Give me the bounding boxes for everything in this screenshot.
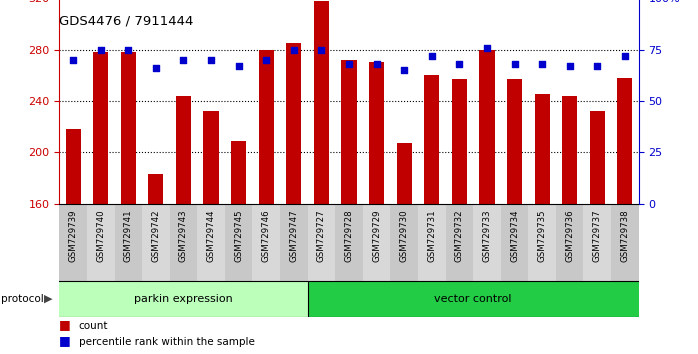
Point xyxy=(592,63,603,69)
Bar xyxy=(59,204,87,281)
Bar xyxy=(507,79,522,204)
Text: percentile rank within the sample: percentile rank within the sample xyxy=(79,337,255,347)
Text: GSM729739: GSM729739 xyxy=(68,210,77,262)
Text: count: count xyxy=(79,321,108,331)
Bar xyxy=(396,143,412,204)
Point xyxy=(564,63,575,69)
Bar xyxy=(93,52,108,204)
Text: GSM729728: GSM729728 xyxy=(345,210,353,262)
Point xyxy=(205,57,216,63)
Point xyxy=(537,61,548,67)
Bar xyxy=(418,204,445,281)
Bar xyxy=(369,62,384,204)
Bar xyxy=(341,60,357,204)
Point xyxy=(619,53,630,58)
Text: protocol: protocol xyxy=(1,294,43,304)
Point xyxy=(233,63,244,69)
Text: GSM729743: GSM729743 xyxy=(179,210,188,262)
Text: GSM729736: GSM729736 xyxy=(565,210,574,262)
Bar xyxy=(314,1,329,204)
Bar xyxy=(528,204,556,281)
Bar xyxy=(611,204,639,281)
Bar xyxy=(500,204,528,281)
Bar xyxy=(562,96,577,204)
Text: GSM729730: GSM729730 xyxy=(400,210,408,262)
Text: GSM729737: GSM729737 xyxy=(593,210,602,262)
Text: GSM729729: GSM729729 xyxy=(372,210,381,262)
Point xyxy=(509,61,520,67)
Bar xyxy=(59,281,308,317)
Bar xyxy=(259,50,274,204)
Text: GSM729733: GSM729733 xyxy=(482,210,491,262)
Bar xyxy=(480,50,494,204)
Bar xyxy=(231,141,246,204)
Point xyxy=(150,65,161,71)
Bar xyxy=(617,78,632,204)
Bar xyxy=(473,204,500,281)
Bar xyxy=(204,111,218,204)
Point xyxy=(371,61,383,67)
Point xyxy=(288,47,299,52)
Bar xyxy=(176,96,191,204)
Text: GSM729735: GSM729735 xyxy=(537,210,547,262)
Text: GSM729738: GSM729738 xyxy=(621,210,630,262)
Text: GSM729731: GSM729731 xyxy=(427,210,436,262)
Point xyxy=(315,47,327,52)
Text: GSM729734: GSM729734 xyxy=(510,210,519,262)
Bar xyxy=(363,204,390,281)
Text: GDS4476 / 7911444: GDS4476 / 7911444 xyxy=(59,14,194,27)
Bar xyxy=(308,281,639,317)
Bar xyxy=(535,95,550,204)
Text: vector control: vector control xyxy=(434,294,512,304)
Text: ■: ■ xyxy=(59,334,71,347)
Bar xyxy=(335,204,363,281)
Bar xyxy=(121,52,136,204)
Point xyxy=(343,61,355,67)
Bar xyxy=(556,204,584,281)
Bar xyxy=(308,204,335,281)
Bar xyxy=(142,204,170,281)
Text: GSM729745: GSM729745 xyxy=(234,210,243,262)
Text: GSM729747: GSM729747 xyxy=(290,210,298,262)
Text: parkin expression: parkin expression xyxy=(134,294,233,304)
Bar xyxy=(424,75,439,204)
Bar xyxy=(170,204,198,281)
Point xyxy=(95,47,106,52)
Text: GSM729732: GSM729732 xyxy=(455,210,464,262)
Text: GSM729746: GSM729746 xyxy=(262,210,271,262)
Bar xyxy=(286,43,302,204)
Bar xyxy=(590,111,605,204)
Bar xyxy=(390,204,418,281)
Text: GSM729741: GSM729741 xyxy=(124,210,133,262)
Bar xyxy=(445,204,473,281)
Bar xyxy=(280,204,308,281)
Bar xyxy=(198,204,225,281)
Text: GSM729744: GSM729744 xyxy=(207,210,216,262)
Bar xyxy=(584,204,611,281)
Text: GSM729740: GSM729740 xyxy=(96,210,105,262)
Text: GSM729742: GSM729742 xyxy=(151,210,161,262)
Bar xyxy=(148,174,163,204)
Bar xyxy=(452,79,467,204)
Point xyxy=(260,57,272,63)
Point xyxy=(426,53,438,58)
Point xyxy=(482,45,493,50)
Bar xyxy=(66,129,81,204)
Bar xyxy=(114,204,142,281)
Text: ■: ■ xyxy=(59,318,71,331)
Text: GSM729727: GSM729727 xyxy=(317,210,326,262)
Bar xyxy=(87,204,114,281)
Point xyxy=(68,57,79,63)
Point xyxy=(178,57,189,63)
Bar xyxy=(253,204,280,281)
Point xyxy=(123,47,134,52)
Text: ▶: ▶ xyxy=(44,294,52,304)
Point xyxy=(399,67,410,73)
Point xyxy=(454,61,465,67)
Bar xyxy=(225,204,253,281)
